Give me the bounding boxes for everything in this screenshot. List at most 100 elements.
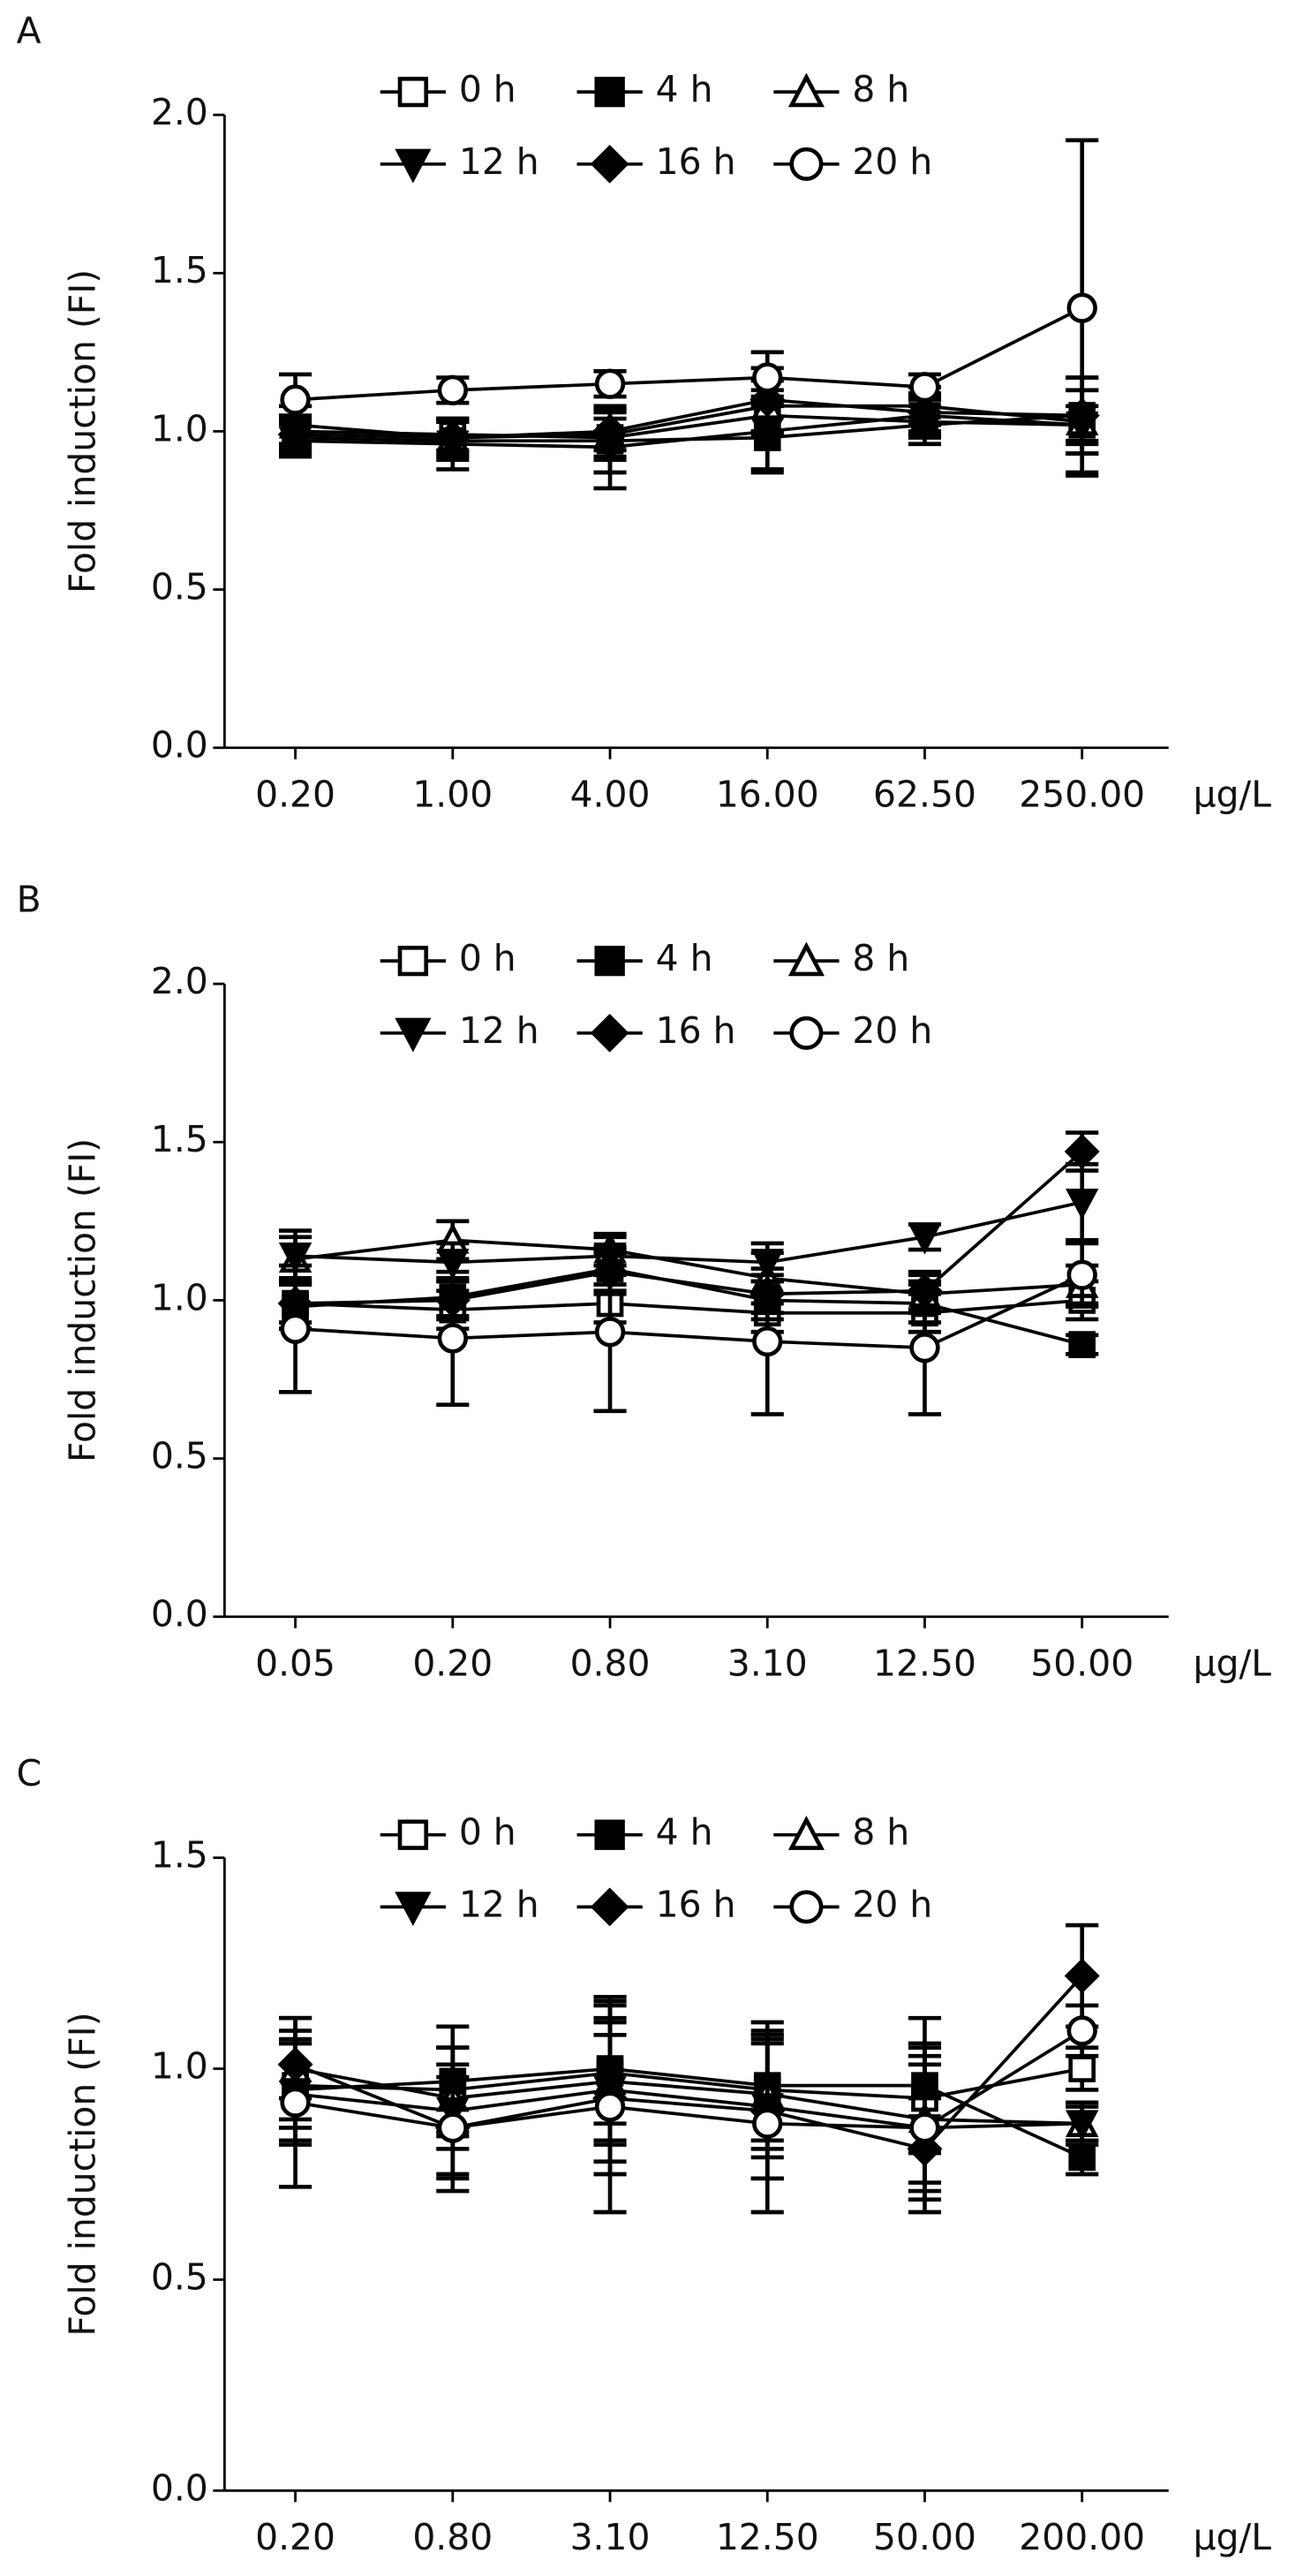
marker <box>908 1223 942 1255</box>
x-tick-label: 0.05 <box>255 1642 335 1684</box>
marker <box>434 419 471 456</box>
legend-label: 12 h <box>459 1009 539 1052</box>
marker <box>787 1816 825 1850</box>
marker <box>436 1249 470 1280</box>
y-tick-label: 0.0 <box>151 2466 208 2509</box>
y-axis-label: Fold induction (FI) <box>62 1138 104 1462</box>
y-tick-label: 1.0 <box>151 1276 208 1318</box>
marker <box>909 372 940 403</box>
panel-label: B <box>17 878 41 920</box>
y-tick-label: 0.5 <box>151 2255 208 2298</box>
x-tick-label: 3.10 <box>727 1642 808 1684</box>
marker <box>280 1313 311 1344</box>
y-tick-label: 1.5 <box>151 1834 208 1877</box>
marker <box>1066 292 1097 323</box>
y-axis-label: Fold induction (FI) <box>62 269 104 593</box>
marker <box>1068 1331 1096 1358</box>
x-unit: μg/L <box>1194 1642 1272 1684</box>
y-tick-label: 0.5 <box>151 1435 208 1477</box>
marker <box>437 1323 468 1354</box>
legend-label: 4 h <box>656 68 713 110</box>
x-tick-label: 0.20 <box>412 1642 493 1684</box>
legend-label: 20 h <box>852 1009 932 1052</box>
x-tick-label: 250.00 <box>1019 773 1145 815</box>
marker <box>395 1892 432 1927</box>
y-tick-label: 0.5 <box>151 566 208 608</box>
marker <box>437 374 468 406</box>
legend-label: 20 h <box>852 140 932 183</box>
marker <box>594 76 625 108</box>
series-line <box>294 1975 1084 2151</box>
marker <box>909 2112 940 2143</box>
marker <box>1068 2143 1096 2172</box>
y-tick-label: 2.0 <box>151 91 208 133</box>
x-tick-label: 16.00 <box>716 773 819 815</box>
series <box>278 388 1099 475</box>
panel-label: C <box>17 1752 42 1794</box>
marker <box>594 1819 625 1850</box>
marker <box>1066 2015 1097 2046</box>
marker <box>592 413 629 449</box>
legend-label: 16 h <box>656 1009 736 1052</box>
marker <box>1066 2110 1099 2142</box>
legend-label: 16 h <box>656 1883 736 1925</box>
series <box>277 1923 1100 2202</box>
marker <box>397 945 429 977</box>
series <box>278 1162 1099 1284</box>
series-line <box>295 1150 1083 1305</box>
series-line <box>295 2028 1083 2130</box>
series <box>278 394 1099 459</box>
y-tick-label: 1.0 <box>151 407 208 449</box>
x-tick-label: 50.00 <box>1030 1642 1134 1684</box>
series-line <box>295 306 1083 402</box>
series-line <box>295 1273 1083 1350</box>
marker <box>1066 1259 1097 1290</box>
series-line <box>295 2088 1082 2130</box>
x-tick-label: 200.00 <box>1019 2516 1145 2558</box>
marker <box>594 368 626 399</box>
x-tick-label: 12.50 <box>716 2516 819 2558</box>
y-tick-label: 0.0 <box>151 724 208 767</box>
marker <box>752 1326 783 1357</box>
series <box>278 2015 1099 2185</box>
marker <box>787 72 825 108</box>
marker <box>397 1819 429 1850</box>
y-tick-label: 1.5 <box>151 1118 208 1160</box>
legend-label: 8 h <box>852 1811 909 1854</box>
series-line <box>295 2066 1083 2159</box>
legend-label: 4 h <box>656 1811 713 1854</box>
marker <box>789 147 824 181</box>
legend-label: 12 h <box>459 140 539 183</box>
panel-label: A <box>17 9 41 51</box>
x-tick-label: 4.00 <box>570 773 651 815</box>
series-line <box>295 397 1082 440</box>
series-line <box>295 1238 1082 1296</box>
x-unit: μg/L <box>1194 2516 1272 2558</box>
marker <box>752 2108 783 2139</box>
series <box>278 138 1099 478</box>
legend-label: 16 h <box>656 140 736 183</box>
marker <box>277 417 313 452</box>
y-tick-label: 2.0 <box>151 960 208 1002</box>
marker <box>907 394 943 430</box>
marker <box>594 945 625 977</box>
legend-label: 0 h <box>459 1811 516 1854</box>
marker <box>278 1242 313 1274</box>
legend-label: 4 h <box>656 937 713 979</box>
marker <box>750 1249 784 1280</box>
y-tick-label: 1.0 <box>151 2045 208 2088</box>
y-axis-label: Fold induction (FI) <box>62 2012 104 2336</box>
x-tick-label: 0.80 <box>570 1642 651 1684</box>
legend-label: 0 h <box>459 937 516 979</box>
marker <box>395 1017 432 1053</box>
x-tick-label: 0.20 <box>255 2516 335 2558</box>
series-line <box>295 1200 1083 1265</box>
marker <box>1066 1189 1099 1220</box>
x-tick-label: 12.50 <box>873 1642 976 1684</box>
marker <box>397 76 429 108</box>
x-tick-label: 3.10 <box>570 2516 651 2558</box>
marker <box>395 148 432 184</box>
y-tick-label: 1.5 <box>151 249 208 291</box>
series <box>278 1998 1099 2215</box>
